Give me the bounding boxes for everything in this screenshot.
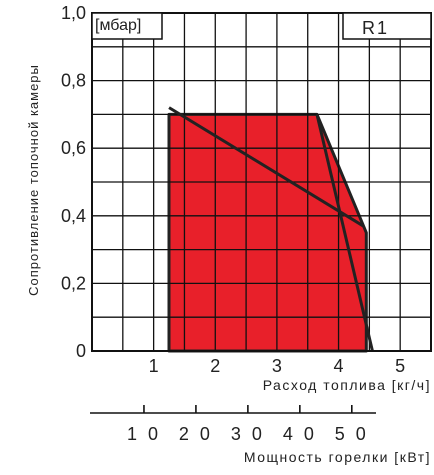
secondary-tick-label: 2 0 (179, 424, 213, 444)
y-tick-label: 1,0 (61, 3, 86, 23)
chart-title: R1 (362, 18, 389, 38)
curve-line (315, 114, 374, 352)
curve-line (168, 106, 364, 228)
y-tick-label: 0,8 (61, 71, 86, 91)
x-tick-label: 1 (149, 356, 159, 376)
operating-region (167, 112, 368, 353)
y-tick-label: 0,2 (61, 273, 86, 293)
secondary-tick-label: 1 0 (127, 424, 161, 444)
secondary-tick-label: 5 0 (335, 424, 369, 444)
unit-label-box (91, 12, 163, 40)
y-tick-label: 0,4 (61, 206, 86, 226)
title-box (342, 12, 432, 40)
secondary-tick-label: 3 0 (231, 424, 265, 444)
y-tick-label: 0,6 (61, 138, 86, 158)
secondary-tick-label: 4 0 (283, 424, 317, 444)
unit-label: [мбар] (95, 17, 141, 34)
plot-frame (91, 12, 432, 352)
y-axis-label: Сопротивление топочной камеры (26, 64, 41, 296)
x-tick-label: 4 (334, 356, 344, 376)
secondary-axis-label: Мощность горелки [кВт] (244, 449, 431, 465)
x-tick-label: 2 (210, 356, 220, 376)
x-axis-label: Расход топлива [кг/ч] (263, 377, 431, 393)
x-tick-label: 3 (272, 356, 282, 376)
x-tick-label: 5 (395, 356, 405, 376)
y-tick-label: 0 (76, 341, 86, 361)
